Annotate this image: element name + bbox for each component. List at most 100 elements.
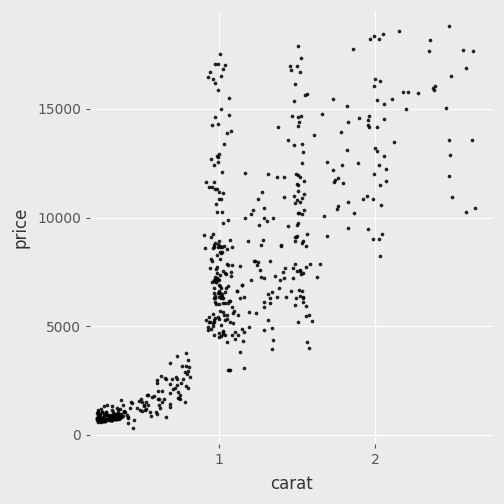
Point	[101, 408, 109, 416]
Point	[100, 417, 108, 425]
Point	[273, 173, 281, 181]
Point	[215, 289, 223, 297]
Point	[95, 414, 103, 422]
Point	[299, 148, 307, 156]
Point	[211, 79, 219, 87]
Point	[343, 102, 351, 110]
Point	[243, 237, 251, 245]
Point	[186, 373, 194, 382]
Point	[213, 276, 221, 284]
Point	[103, 411, 111, 419]
Point	[116, 405, 124, 413]
Point	[136, 406, 144, 414]
Point	[290, 192, 298, 200]
Point	[296, 173, 304, 181]
Point	[113, 414, 121, 422]
Point	[291, 261, 299, 269]
Point	[215, 330, 223, 338]
Point	[121, 408, 129, 416]
Point	[181, 398, 189, 406]
Point	[445, 136, 453, 144]
Point	[220, 140, 228, 148]
Point	[306, 260, 314, 268]
Point	[296, 198, 304, 206]
Point	[114, 406, 122, 414]
Point	[111, 413, 119, 421]
Point	[442, 104, 450, 112]
Point	[253, 309, 261, 317]
Point	[294, 121, 302, 130]
Point	[148, 393, 156, 401]
Point	[210, 240, 218, 248]
Point	[155, 401, 163, 409]
Point	[233, 311, 241, 320]
Point	[97, 405, 105, 413]
Point	[293, 62, 301, 70]
Point	[290, 97, 298, 105]
Point	[212, 300, 220, 308]
Point	[404, 88, 412, 96]
Point	[217, 284, 225, 292]
Point	[100, 412, 108, 420]
Point	[135, 398, 143, 406]
Point	[217, 249, 225, 257]
Point	[226, 297, 234, 305]
Point	[299, 206, 307, 214]
Point	[279, 268, 287, 276]
Point	[112, 410, 120, 418]
Point	[330, 178, 338, 186]
Point	[277, 240, 285, 248]
Point	[144, 391, 152, 399]
Point	[287, 66, 295, 74]
Point	[468, 136, 476, 144]
Point	[228, 319, 236, 327]
Point	[303, 338, 311, 346]
Point	[227, 272, 235, 280]
Point	[103, 401, 111, 409]
Point	[299, 298, 307, 306]
Point	[266, 257, 274, 265]
Point	[305, 344, 313, 352]
Point	[382, 165, 390, 173]
Point	[350, 209, 358, 217]
Point	[128, 398, 136, 406]
Point	[153, 410, 161, 418]
Point	[116, 414, 124, 422]
Point	[112, 411, 120, 419]
Point	[230, 307, 238, 316]
Point	[355, 113, 363, 121]
Point	[161, 374, 169, 382]
Point	[214, 86, 222, 94]
Point	[295, 210, 303, 218]
Point	[294, 318, 302, 326]
Point	[106, 415, 114, 423]
Point	[100, 416, 108, 424]
Point	[298, 239, 306, 247]
Point	[105, 414, 113, 422]
Point	[301, 312, 309, 320]
Point	[106, 412, 114, 420]
Point	[281, 264, 289, 272]
Point	[302, 302, 310, 310]
Point	[108, 416, 116, 424]
Point	[299, 294, 307, 302]
Point	[176, 392, 184, 400]
Point	[363, 192, 371, 200]
Point	[127, 404, 135, 412]
Point	[116, 411, 124, 419]
Point	[366, 35, 374, 43]
Point	[173, 382, 181, 390]
Point	[184, 356, 192, 364]
Point	[216, 50, 224, 58]
Point	[103, 415, 111, 423]
Point	[293, 180, 301, 188]
Point	[210, 277, 218, 285]
Point	[229, 309, 237, 317]
Point	[208, 183, 216, 191]
Point	[239, 337, 247, 345]
Point	[95, 412, 103, 420]
Point	[215, 280, 223, 288]
Point	[266, 294, 274, 302]
Point	[209, 76, 217, 84]
Point	[213, 274, 221, 282]
